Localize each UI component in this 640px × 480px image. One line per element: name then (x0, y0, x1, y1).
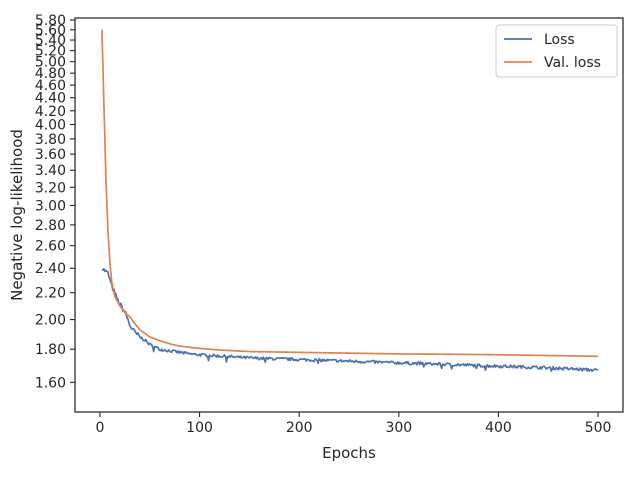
x-tick-label: 500 (585, 420, 612, 436)
val-loss-line (101, 29, 599, 358)
y-tick-label: 4.00 (35, 117, 66, 133)
y-tick-label: 4.40 (35, 91, 66, 107)
y-tick-label: 5.20 (35, 44, 66, 60)
y-tick-label: 1.80 (35, 342, 66, 358)
x-tick-label: 400 (485, 420, 512, 436)
loss-line (101, 267, 599, 373)
x-tick-label: 300 (385, 420, 412, 436)
y-tick-label: 2.80 (35, 218, 66, 234)
legend-label-loss: Loss (544, 32, 575, 48)
y-tick-label: 2.60 (35, 239, 66, 255)
y-tick-label: 4.80 (35, 66, 66, 82)
y-tick-label: 4.20 (35, 104, 66, 120)
x-axis-label: Epochs (322, 444, 376, 462)
y-tick-label: 2.20 (35, 286, 66, 302)
y-tick-label: 2.00 (35, 313, 66, 329)
y-axis-label: Negative log-likelihood (8, 129, 26, 301)
plot-frame (74, 17, 624, 413)
y-tick-label: 3.40 (35, 163, 66, 179)
y-tick-label: 5.40 (35, 33, 66, 49)
y-tick-label: 3.60 (35, 147, 66, 163)
series-layer (101, 29, 599, 373)
y-tick-label: 3.20 (35, 180, 66, 196)
x-tick-label: 100 (186, 420, 213, 436)
legend: Loss Val. loss (495, 24, 618, 78)
y-tick-label: 4.60 (35, 78, 66, 94)
x-tick-label: 0 (95, 420, 104, 436)
y-tick-label: 5.00 (35, 55, 66, 71)
y-tick-label: 5.60 (35, 23, 66, 39)
legend-label-val-loss: Val. loss (544, 55, 601, 71)
y-tick-label: 2.40 (35, 261, 66, 277)
y-tick-label: 3.00 (35, 198, 66, 214)
legend-box (495, 24, 618, 78)
y-tick-label: 3.80 (35, 132, 66, 148)
ticks-layer: 0 100 200 300 400 500 1.60 1.80 2.00 2.20 2.40 2.60… (35, 13, 612, 436)
y-tick-label: 5.80 (35, 13, 66, 29)
x-tick-label: 200 (286, 420, 313, 436)
y-tick-label: 1.60 (35, 375, 66, 391)
